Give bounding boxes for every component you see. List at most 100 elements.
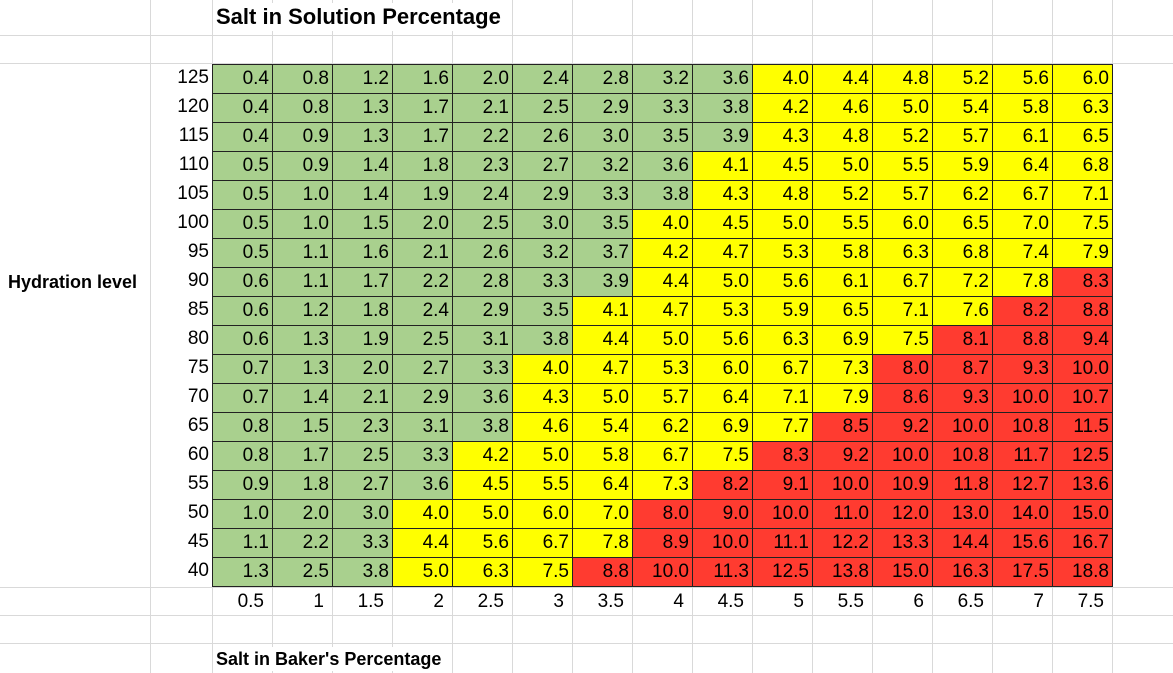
table-cell[interactable]: 3.0 [513,210,573,239]
table-cell[interactable]: 2.5 [333,442,393,471]
table-cell[interactable]: 5.5 [813,210,873,239]
table-cell[interactable]: 3.3 [453,355,513,384]
table-cell[interactable]: 1.5 [333,210,393,239]
table-cell[interactable]: 5.8 [993,94,1053,123]
table-cell[interactable]: 7.1 [873,297,933,326]
table-cell[interactable]: 11.0 [813,500,873,529]
table-cell[interactable]: 6.7 [753,355,813,384]
table-cell[interactable]: 13.3 [873,529,933,558]
table-cell[interactable]: 5.6 [753,268,813,297]
table-cell[interactable]: 7.6 [933,297,993,326]
table-cell[interactable]: 1.0 [273,210,333,239]
table-cell[interactable]: 7.1 [1053,181,1113,210]
table-cell[interactable]: 0.5 [213,239,273,268]
table-cell[interactable]: 6.5 [813,297,873,326]
table-cell[interactable]: 14.0 [993,500,1053,529]
table-cell[interactable]: 3.0 [573,123,633,152]
table-cell[interactable]: 2.1 [333,384,393,413]
table-cell[interactable]: 5.0 [693,268,753,297]
table-cell[interactable]: 3.3 [393,442,453,471]
table-cell[interactable]: 10.0 [873,442,933,471]
table-cell[interactable]: 0.8 [273,65,333,94]
table-cell[interactable]: 9.3 [993,355,1053,384]
table-cell[interactable]: 3.1 [453,326,513,355]
table-cell[interactable]: 12.2 [813,529,873,558]
table-cell[interactable]: 16.7 [1053,529,1113,558]
table-cell[interactable]: 0.5 [213,210,273,239]
table-cell[interactable]: 10.8 [933,442,993,471]
table-cell[interactable]: 4.4 [813,65,873,94]
table-cell[interactable]: 1.7 [333,268,393,297]
table-cell[interactable]: 4.7 [693,239,753,268]
table-cell[interactable]: 4.4 [393,529,453,558]
table-cell[interactable]: 15.6 [993,529,1053,558]
table-cell[interactable]: 5.4 [573,413,633,442]
table-cell[interactable]: 1.4 [273,384,333,413]
table-cell[interactable]: 7.4 [993,239,1053,268]
table-cell[interactable]: 6.4 [993,152,1053,181]
table-cell[interactable]: 8.2 [693,471,753,500]
table-cell[interactable]: 15.0 [873,558,933,587]
table-cell[interactable]: 3.5 [513,297,573,326]
table-cell[interactable]: 5.2 [873,123,933,152]
table-cell[interactable]: 2.9 [393,384,453,413]
table-cell[interactable]: 1.7 [393,94,453,123]
table-cell[interactable]: 13.6 [1053,471,1113,500]
table-cell[interactable]: 7.9 [813,384,873,413]
table-cell[interactable]: 13.8 [813,558,873,587]
table-cell[interactable]: 0.8 [213,442,273,471]
table-cell[interactable]: 2.2 [393,268,453,297]
table-cell[interactable]: 1.1 [213,529,273,558]
table-cell[interactable]: 4.1 [573,297,633,326]
table-cell[interactable]: 3.3 [513,268,573,297]
table-cell[interactable]: 3.2 [573,152,633,181]
table-cell[interactable]: 7.0 [573,500,633,529]
table-cell[interactable]: 0.6 [213,268,273,297]
table-cell[interactable]: 1.8 [273,471,333,500]
table-cell[interactable]: 5.7 [873,181,933,210]
table-cell[interactable]: 5.8 [573,442,633,471]
table-cell[interactable]: 4.0 [753,65,813,94]
table-cell[interactable]: 2.8 [573,65,633,94]
table-cell[interactable]: 8.8 [573,558,633,587]
table-cell[interactable]: 1.0 [273,181,333,210]
table-cell[interactable]: 10.7 [1053,384,1113,413]
table-cell[interactable]: 18.8 [1053,558,1113,587]
table-cell[interactable]: 3.6 [633,152,693,181]
table-cell[interactable]: 0.4 [213,123,273,152]
table-cell[interactable]: 1.1 [273,268,333,297]
table-cell[interactable]: 6.2 [933,181,993,210]
table-cell[interactable]: 8.0 [873,355,933,384]
table-cell[interactable]: 6.3 [873,239,933,268]
table-cell[interactable]: 6.9 [813,326,873,355]
table-cell[interactable]: 6.9 [693,413,753,442]
table-cell[interactable]: 9.2 [873,413,933,442]
table-cell[interactable]: 4.1 [693,152,753,181]
table-cell[interactable]: 9.1 [753,471,813,500]
table-cell[interactable]: 4.0 [633,210,693,239]
table-cell[interactable]: 4.0 [393,500,453,529]
table-cell[interactable]: 7.0 [993,210,1053,239]
table-cell[interactable]: 4.7 [633,297,693,326]
table-cell[interactable]: 0.9 [213,471,273,500]
table-cell[interactable]: 8.0 [633,500,693,529]
table-cell[interactable]: 8.1 [933,326,993,355]
table-cell[interactable]: 11.8 [933,471,993,500]
table-cell[interactable]: 0.5 [213,181,273,210]
table-cell[interactable]: 4.3 [693,181,753,210]
table-cell[interactable]: 10.0 [1053,355,1113,384]
table-cell[interactable]: 7.8 [573,529,633,558]
table-cell[interactable]: 2.0 [333,355,393,384]
table-cell[interactable]: 2.7 [393,355,453,384]
table-cell[interactable]: 7.3 [813,355,873,384]
table-cell[interactable]: 8.2 [993,297,1053,326]
table-cell[interactable]: 1.9 [393,181,453,210]
table-cell[interactable]: 9.3 [933,384,993,413]
table-cell[interactable]: 12.7 [993,471,1053,500]
table-cell[interactable]: 1.3 [213,558,273,587]
table-cell[interactable]: 0.8 [213,413,273,442]
table-cell[interactable]: 4.8 [813,123,873,152]
table-cell[interactable]: 0.6 [213,326,273,355]
table-cell[interactable]: 17.5 [993,558,1053,587]
table-cell[interactable]: 8.9 [633,529,693,558]
